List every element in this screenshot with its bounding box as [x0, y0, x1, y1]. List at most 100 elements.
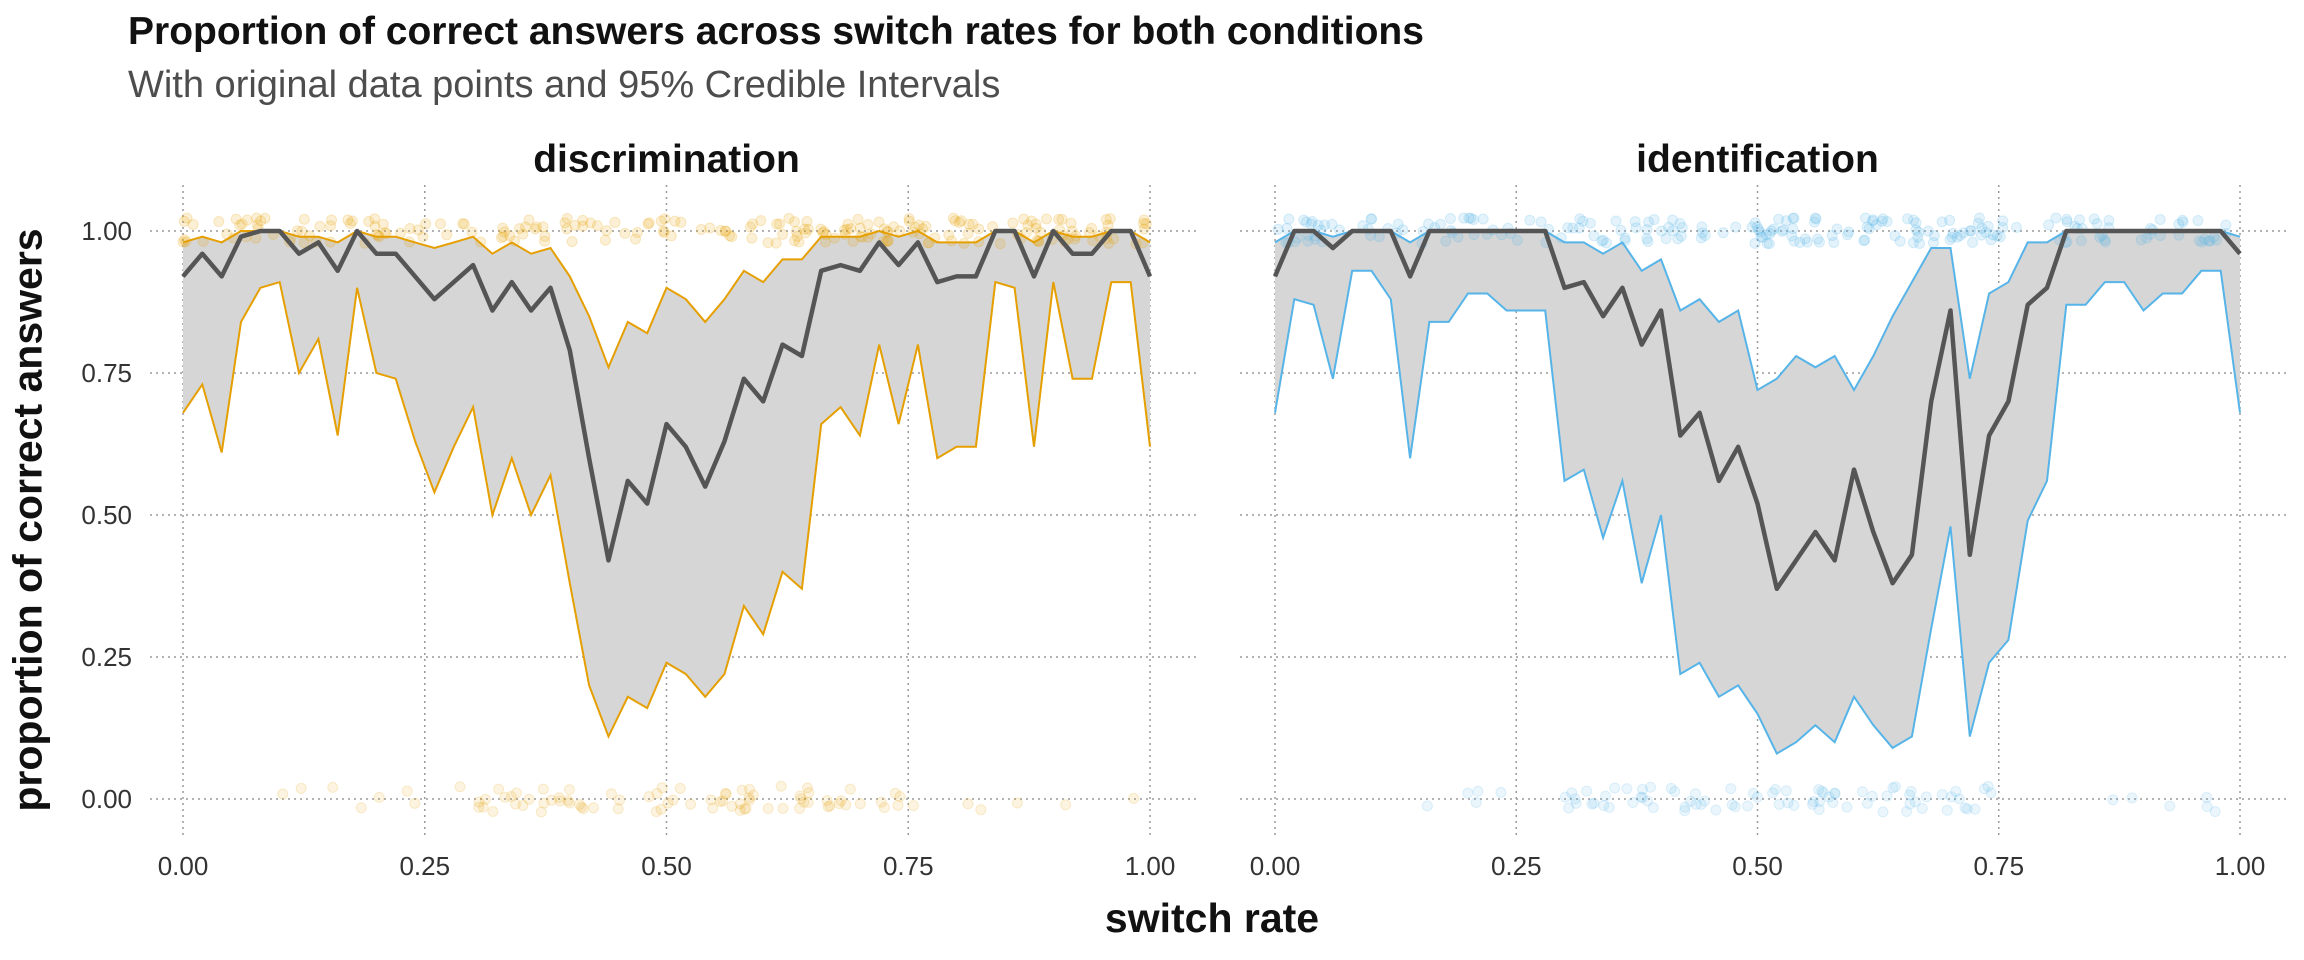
identification-raw-point	[1754, 226, 1766, 238]
identification-raw-point	[1936, 789, 1948, 801]
identification-raw-point	[1690, 798, 1702, 810]
identification-raw-point	[1975, 229, 1987, 241]
discrimination-raw-point	[546, 794, 558, 806]
identification-raw-point	[1663, 221, 1675, 233]
discrimination-raw-point	[458, 218, 470, 230]
y-tick-label: 0.75	[81, 358, 132, 388]
identification-raw-point	[1843, 226, 1855, 238]
discrimination-raw-point	[907, 226, 919, 238]
discrimination-raw-point	[487, 806, 499, 818]
identification-raw-point	[1786, 230, 1798, 242]
identification-raw-point	[1434, 218, 1446, 230]
discrimination-raw-point	[794, 802, 806, 814]
discrimination-raw-point	[394, 227, 406, 239]
discrimination-mean-line	[181, 228, 1153, 563]
discrimination-raw-point	[855, 231, 867, 243]
identification-raw-point	[1619, 235, 1631, 247]
discrimination-raw-point	[651, 788, 663, 800]
discrimination-raw-point	[1070, 230, 1082, 242]
identification-raw-point	[1777, 224, 1789, 236]
discrimination-raw-point	[475, 236, 487, 248]
discrimination-raw-point	[369, 213, 381, 225]
discrimination-raw-point	[821, 795, 833, 807]
discrimination-raw-point	[514, 223, 526, 235]
discrimination-raw-point	[404, 223, 416, 235]
identification-raw-point	[2043, 219, 2055, 231]
discrimination-raw-point	[523, 214, 535, 226]
discrimination-raw-point	[1018, 213, 1030, 225]
identification-raw-point	[1766, 225, 1778, 237]
identification-raw-point	[1462, 787, 1474, 799]
discrimination-raw-point	[1138, 223, 1150, 235]
discrimination-raw-point	[538, 797, 550, 809]
discrimination-raw-point	[655, 215, 667, 227]
discrimination-raw-point	[371, 229, 383, 241]
discrimination-raw-point	[373, 230, 385, 242]
identification-raw-point	[1648, 214, 1660, 226]
identification-raw-point	[1725, 783, 1737, 795]
identification-raw-point	[2209, 806, 2221, 818]
identification-raw-point	[1787, 212, 1799, 224]
discrimination-raw-point	[298, 237, 310, 249]
discrimination-raw-point	[819, 236, 831, 248]
identification-raw-point	[2073, 214, 2085, 226]
identification-raw-point	[1326, 218, 1338, 230]
identification-raw-point	[1780, 785, 1792, 797]
identification-raw-point	[2192, 215, 2204, 227]
discrimination-raw-point	[720, 225, 732, 237]
discrimination-raw-point	[517, 799, 529, 811]
identification-raw-point	[1799, 233, 1811, 245]
identification-raw-point	[2088, 213, 2100, 225]
discrimination-x-tick-label: 0.00	[158, 851, 209, 881]
discrimination-raw-point	[495, 232, 507, 244]
discrimination-raw-point	[929, 232, 941, 244]
identification-x-tick-label: 1.00	[2215, 851, 2266, 881]
discrimination-raw-point	[441, 229, 453, 241]
discrimination-raw-point	[856, 231, 868, 243]
discrimination-raw-point	[497, 222, 509, 234]
discrimination-raw-point	[719, 788, 731, 800]
identification-raw-point	[1751, 791, 1763, 803]
identification-raw-point	[1667, 214, 1679, 226]
discrimination-raw-point	[417, 231, 429, 243]
discrimination-raw-point	[420, 218, 432, 230]
discrimination-raw-point	[847, 235, 859, 247]
discrimination-raw-point	[573, 799, 585, 811]
identification-raw-point	[1305, 218, 1317, 230]
identification-raw-point	[1495, 786, 1507, 798]
discrimination-raw-point	[717, 795, 729, 807]
discrimination-raw-point	[675, 216, 687, 228]
discrimination-raw-point	[845, 223, 857, 235]
identification-raw-point	[1281, 222, 1293, 234]
discrimination-raw-point	[530, 221, 542, 233]
discrimination-raw-point	[213, 216, 225, 228]
identification-raw-point	[1936, 216, 1948, 228]
identification-raw-point	[1444, 213, 1456, 225]
discrimination-raw-point	[882, 235, 894, 247]
discrimination-raw-point	[773, 218, 785, 230]
identification-raw-point	[1877, 806, 1889, 818]
identification-raw-point	[1570, 797, 1582, 809]
discrimination-raw-point	[643, 217, 655, 229]
discrimination-raw-point	[619, 227, 631, 239]
identification-raw-point	[1392, 218, 1404, 230]
discrimination-raw-point	[815, 223, 827, 235]
identification-raw-point	[2100, 236, 2112, 248]
discrimination-raw-point	[197, 235, 209, 247]
identification-raw-point	[1675, 230, 1687, 242]
identification-raw-point	[1881, 216, 1893, 228]
discrimination-raw-point	[562, 795, 574, 807]
discrimination-raw-point	[601, 225, 613, 237]
identification-raw-point	[1904, 798, 1916, 810]
identification-raw-point	[1312, 219, 1324, 231]
discrimination-raw-point	[943, 229, 955, 241]
identification-raw-point	[1817, 787, 1829, 799]
identification-raw-point	[1969, 803, 1981, 815]
identification-raw-point	[1535, 216, 1547, 228]
discrimination-raw-point	[221, 228, 233, 240]
discrimination-raw-point	[493, 783, 505, 795]
discrimination-raw-point	[788, 216, 800, 228]
identification-raw-point	[1914, 237, 1926, 249]
identification-raw-point	[1908, 214, 1920, 226]
discrimination-raw-point	[454, 781, 466, 793]
